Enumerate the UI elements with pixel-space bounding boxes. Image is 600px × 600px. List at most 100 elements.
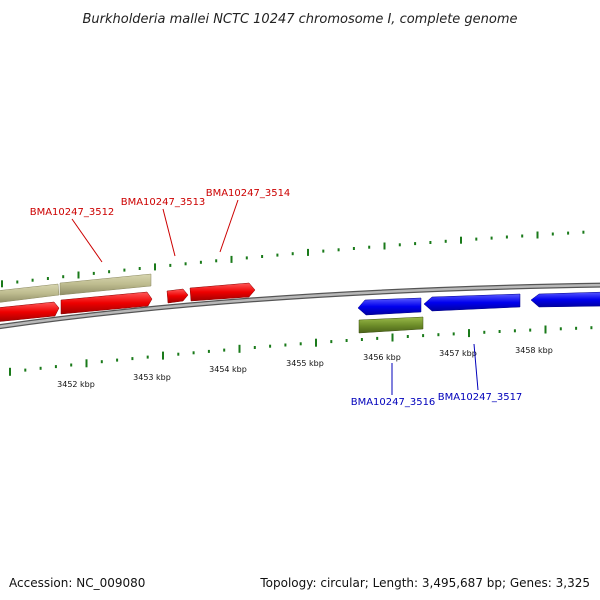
inner-tick <box>483 330 486 334</box>
accession-label: Accession: NC_009080 <box>9 576 145 590</box>
gene-arrow-bma10247-3517[interactable] <box>423 293 521 312</box>
outer-tick <box>429 241 432 244</box>
inner-tick <box>590 326 593 330</box>
gene-arrow-bma10247-3512[interactable] <box>60 291 153 315</box>
outer-tick <box>291 252 294 256</box>
inner-tick <box>207 349 210 353</box>
tick-label-3454: 3454 kbp <box>209 365 247 374</box>
outer-tick <box>521 234 524 238</box>
inner-tick <box>238 344 241 353</box>
inner-tick <box>269 344 272 348</box>
outer-tick <box>398 243 401 247</box>
backbone <box>0 282 600 330</box>
forward-rna-features[interactable] <box>0 273 152 303</box>
inner-tick <box>39 366 42 370</box>
outer-tick <box>230 255 233 263</box>
leader-line-3512 <box>71 218 103 263</box>
outer-tick <box>154 263 156 271</box>
inner-tick <box>284 343 287 347</box>
inner-tick <box>85 359 88 368</box>
inner-tick <box>192 351 195 355</box>
inner-tick <box>498 330 501 333</box>
gene-arrow-bma10247-3516[interactable] <box>357 297 422 316</box>
tick-label-3457: 3457 kbp <box>439 349 477 358</box>
inner-tick <box>452 332 455 336</box>
outer-tick <box>184 262 187 266</box>
tick-label-3458: 3458 kbp <box>515 346 553 355</box>
outer-tick <box>108 270 111 274</box>
gene-arrow-next[interactable] <box>530 291 600 308</box>
outer-tick <box>460 236 462 244</box>
inner-tick <box>468 329 470 338</box>
outer-tick <box>276 253 279 257</box>
inner-tick <box>559 327 562 331</box>
outer-tick <box>536 231 539 239</box>
outer-tick <box>444 239 447 243</box>
outer-tick <box>383 242 386 250</box>
inner-tick <box>330 340 333 344</box>
outer-tick <box>475 237 478 241</box>
outer-tick <box>31 278 34 282</box>
gene-label-bma10247-3514[interactable]: BMA10247_3514 <box>206 188 291 199</box>
inner-tick <box>406 335 409 338</box>
outer-tick <box>62 275 65 279</box>
outer-tick <box>199 260 202 264</box>
inner-tick-row <box>9 325 593 376</box>
inner-tick <box>253 346 256 349</box>
inner-tick <box>299 342 302 346</box>
outer-tick-row <box>1 230 585 288</box>
outer-tick <box>414 242 417 246</box>
map-title: Burkholderia mallei NCTC 10247 chromosom… <box>82 12 517 27</box>
inner-tick <box>24 368 27 372</box>
gene-arrow-bma10247-3514[interactable] <box>189 282 256 302</box>
inner-tick <box>513 329 516 333</box>
outer-tick <box>138 267 141 270</box>
tick-label-3452: 3452 kbp <box>57 380 95 389</box>
inner-tick <box>177 352 180 356</box>
outer-tick <box>46 277 49 280</box>
tick-label-3455: 3455 kbp <box>286 359 324 368</box>
outer-tick <box>92 271 95 275</box>
outer-tick <box>505 235 508 239</box>
inner-tick <box>116 358 119 362</box>
outer-tick <box>337 248 340 252</box>
outer-tick <box>169 263 172 267</box>
gene-label-bma10247-3517[interactable]: BMA10247_3517 <box>438 392 523 403</box>
outer-tick <box>582 230 585 234</box>
outer-tick <box>16 280 19 284</box>
outer-tick <box>551 232 554 236</box>
reverse-rna-features[interactable] <box>358 316 424 334</box>
tan-feature-1[interactable] <box>0 283 60 303</box>
leader-line-3517 <box>473 343 479 391</box>
inner-tick <box>544 325 547 334</box>
inner-tick <box>162 351 164 360</box>
gene-label-bma10247-3512[interactable]: BMA10247_3512 <box>30 207 115 218</box>
outer-tick <box>567 231 570 235</box>
tick-labels: 3452 kbp 3453 kbp 3454 kbp 3455 kbp 3456… <box>57 346 553 389</box>
tan-feature-2[interactable] <box>59 273 152 296</box>
inner-tick <box>345 339 348 342</box>
outer-tick <box>490 236 493 240</box>
inner-tick <box>422 334 425 338</box>
inner-tick <box>376 336 379 340</box>
gene-arrow-bma10247-3512a[interactable] <box>0 301 60 322</box>
outer-tick <box>322 249 325 253</box>
inner-tick <box>575 326 578 330</box>
tick-label-3453: 3453 kbp <box>133 373 171 382</box>
inner-tick <box>54 365 57 369</box>
gene-label-bma10247-3513[interactable]: BMA10247_3513 <box>121 197 206 208</box>
outer-tick <box>352 247 355 250</box>
olive-feature-1[interactable] <box>358 316 424 334</box>
leader-line-3514 <box>219 199 239 253</box>
inner-tick <box>315 338 317 347</box>
gene-arrow-bma10247-3513[interactable] <box>166 288 189 304</box>
reverse-cds[interactable] <box>357 291 600 316</box>
outer-tick <box>123 268 126 272</box>
gene-label-bma10247-3516[interactable]: BMA10247_3516 <box>351 397 436 408</box>
inner-tick <box>100 360 103 364</box>
forward-cds[interactable] <box>0 282 256 322</box>
outer-tick <box>261 255 264 258</box>
forward-gene-labels: BMA10247_3512 BMA10247_3513 BMA10247_351… <box>30 188 291 263</box>
reverse-gene-labels: BMA10247_3516 BMA10247_3517 <box>351 343 523 408</box>
